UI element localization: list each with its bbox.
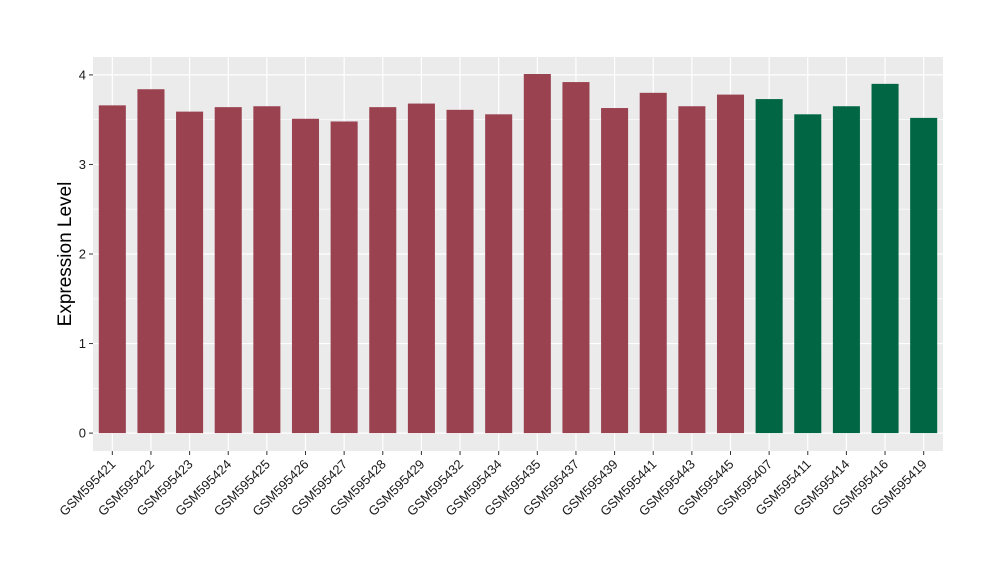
bar-GSM595439 — [601, 108, 629, 434]
bar-GSM595424 — [214, 107, 242, 434]
x-axis: GSM595421GSM595422GSM595423GSM595424GSM5… — [56, 451, 930, 519]
bar-GSM595425 — [253, 106, 281, 434]
y-tick-label: 2 — [79, 247, 86, 262]
y-tick-label: 4 — [79, 67, 86, 82]
y-tick-label: 3 — [79, 157, 86, 172]
y-axis: 0 1 2 3 4 — [79, 67, 93, 441]
bar-GSM595435 — [523, 74, 551, 434]
bar-GSM595407 — [755, 99, 783, 434]
y-tick-label: 1 — [79, 336, 86, 351]
y-axis-title: Expression Level — [55, 182, 76, 327]
bar-GSM595429 — [407, 103, 435, 434]
bar-GSM595411 — [794, 114, 822, 434]
bar-GSM595416 — [871, 83, 899, 434]
bar-GSM595419 — [910, 117, 938, 434]
bars — [98, 74, 938, 434]
bar-GSM595423 — [176, 111, 204, 434]
bar-GSM595445 — [716, 94, 745, 434]
bar-GSM595421 — [98, 105, 126, 434]
bar-GSM595414 — [832, 106, 860, 434]
bar-GSM595432 — [446, 109, 474, 434]
bar-GSM595443 — [678, 106, 706, 434]
bar-GSM595428 — [369, 107, 397, 434]
y-tick-label: 0 — [79, 426, 86, 441]
bar-GSM595437 — [562, 82, 590, 434]
bar-GSM595426 — [291, 118, 320, 434]
bar-GSM595434 — [485, 114, 513, 434]
bar-GSM595441 — [639, 92, 667, 434]
bar-GSM595427 — [330, 121, 358, 434]
bar-GSM595422 — [137, 89, 165, 434]
